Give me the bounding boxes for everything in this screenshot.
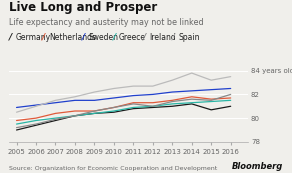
Text: /: /: [9, 33, 12, 42]
Text: Life expectancy and austerity may not be linked: Life expectancy and austerity may not be…: [9, 18, 204, 27]
Text: /: /: [82, 33, 85, 42]
Text: Ireland: Ireland: [150, 33, 176, 42]
Text: /: /: [42, 33, 46, 42]
Text: /: /: [112, 33, 116, 42]
Text: Source: Organization for Economic Cooperation and Development: Source: Organization for Economic Cooper…: [9, 166, 217, 171]
Text: Germany: Germany: [15, 33, 50, 42]
Text: Spain: Spain: [178, 33, 200, 42]
Text: Greece: Greece: [119, 33, 146, 42]
Text: Sweden: Sweden: [88, 33, 118, 42]
Text: Bloomberg: Bloomberg: [232, 162, 283, 171]
Text: /: /: [143, 33, 146, 42]
Text: Netherlands: Netherlands: [49, 33, 96, 42]
Text: /: /: [172, 33, 175, 42]
Text: Live Long and Prosper: Live Long and Prosper: [9, 1, 157, 14]
